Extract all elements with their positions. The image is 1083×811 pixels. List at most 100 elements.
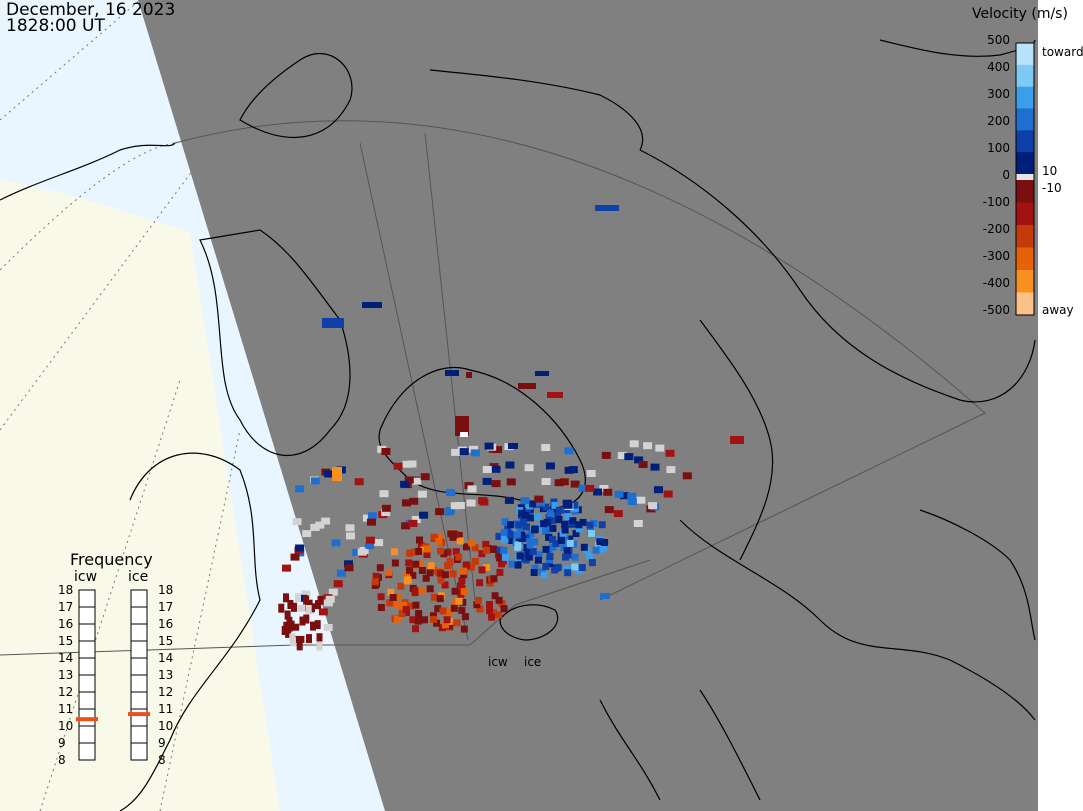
echo-cell — [486, 607, 493, 615]
echo-cell — [412, 560, 420, 568]
echo-cell — [352, 548, 362, 556]
echo-cell — [437, 547, 444, 555]
echo-cell — [571, 553, 579, 561]
echo-cell — [504, 496, 514, 504]
echo-cell — [596, 538, 604, 546]
echo-cell — [469, 445, 478, 453]
colorbar-away-segment — [1016, 292, 1034, 316]
echo-cell — [598, 521, 606, 529]
echo-cell — [496, 568, 504, 576]
colorbar-tick-label: 500 — [987, 33, 1010, 47]
echo-cell — [354, 478, 364, 486]
echo-cell — [571, 563, 579, 571]
echo-cell — [400, 601, 407, 609]
echo-cell — [460, 588, 468, 596]
echo-cell — [362, 302, 382, 308]
echo-cell — [483, 546, 491, 554]
echo-cell — [400, 480, 410, 488]
echo-cell — [381, 448, 391, 455]
frequency-scale-label-right: 18 — [158, 583, 174, 597]
frequency-radar-icw-label: icw — [74, 569, 98, 585]
echo-cell — [592, 546, 600, 554]
echo-cell — [459, 598, 467, 606]
colorbar-background — [1038, 0, 1083, 811]
colorbar-away-segment — [1016, 270, 1034, 293]
lat-lon-grid — [0, 120, 986, 656]
echo-cell — [298, 594, 308, 602]
echo-cell — [290, 623, 300, 631]
coastline-archipelago-2 — [239, 53, 353, 139]
echo-cell — [554, 563, 562, 571]
echo-cell — [285, 628, 292, 638]
frequency-scale-label-left: 14 — [58, 651, 74, 665]
echo-cell — [346, 532, 355, 540]
coastline-novaya-zemlya — [699, 319, 774, 561]
echo-cell — [551, 566, 559, 574]
frequency-scale-label-left: 13 — [58, 668, 74, 682]
echo-cell — [613, 510, 623, 518]
echo-cell — [444, 562, 452, 570]
colorbar-toward-label: toward — [1042, 45, 1083, 59]
echo-cell — [663, 490, 673, 498]
echo-cell — [295, 635, 305, 643]
echo-cell — [597, 545, 605, 553]
echo-cell — [297, 604, 307, 612]
coastline-iceland — [499, 604, 559, 641]
frequency-scale-label-left: 8 — [58, 753, 66, 767]
echo-cell — [430, 533, 438, 541]
colorbar-tick-label: -300 — [982, 249, 1010, 263]
echo-cell — [634, 456, 644, 464]
echo-cell — [292, 518, 302, 526]
echo-cell — [586, 553, 594, 560]
colorbar-away-label: away — [1042, 303, 1074, 317]
frequency-scale-label-right: 16 — [158, 617, 174, 631]
echo-cell — [478, 550, 486, 558]
echo-cell — [446, 558, 454, 566]
echo-cell — [546, 509, 554, 517]
echo-cell — [636, 496, 646, 504]
echo-cell — [295, 485, 305, 493]
coastline-russia — [639, 149, 1036, 403]
colorbar-away-segment — [1016, 247, 1034, 271]
echo-cell — [542, 545, 550, 553]
echo-cell — [554, 479, 564, 487]
colorbar-toward-segment — [1016, 108, 1034, 131]
echo-cell — [730, 436, 744, 444]
echo-cell — [455, 416, 469, 436]
echo-cell — [472, 557, 479, 565]
echo-cell — [476, 605, 484, 613]
echo-cell — [633, 520, 643, 527]
echo-cell — [460, 625, 468, 633]
frequency-scale-label-right: 8 — [158, 753, 166, 767]
echo-cell — [460, 432, 468, 437]
echo-cell — [420, 546, 428, 554]
echo-cell — [436, 569, 444, 577]
echo-cell — [433, 619, 441, 627]
colorbar-tick-label: 300 — [987, 87, 1010, 101]
echo-cell — [473, 601, 481, 609]
frequency-scale-label-right: 15 — [158, 634, 174, 648]
echo-cell — [542, 503, 550, 511]
echo-cell — [534, 513, 541, 520]
echo-cell — [377, 593, 385, 601]
colorbar-plus10-label: 10 — [1042, 164, 1058, 178]
echo-cell — [423, 551, 431, 558]
echo-cell — [506, 478, 516, 486]
fov-boundary — [295, 559, 651, 646]
frequency-scale-label-right: 10 — [158, 719, 174, 733]
echo-cell — [450, 502, 460, 510]
echo-cell — [287, 600, 294, 609]
echo-cell — [310, 621, 316, 631]
echo-cell — [648, 502, 658, 510]
colorbar-away-segment — [1016, 225, 1034, 248]
echo-cell — [627, 492, 637, 500]
echo-cell — [391, 559, 399, 567]
grid-meridian-2 — [424, 132, 476, 601]
echo-cell — [561, 520, 569, 528]
echo-cell — [391, 548, 398, 556]
echo-cell — [412, 625, 419, 633]
echo-cell — [357, 548, 367, 556]
echo-cell — [434, 605, 442, 613]
echo-cell — [322, 318, 344, 328]
echo-cell — [411, 516, 421, 523]
